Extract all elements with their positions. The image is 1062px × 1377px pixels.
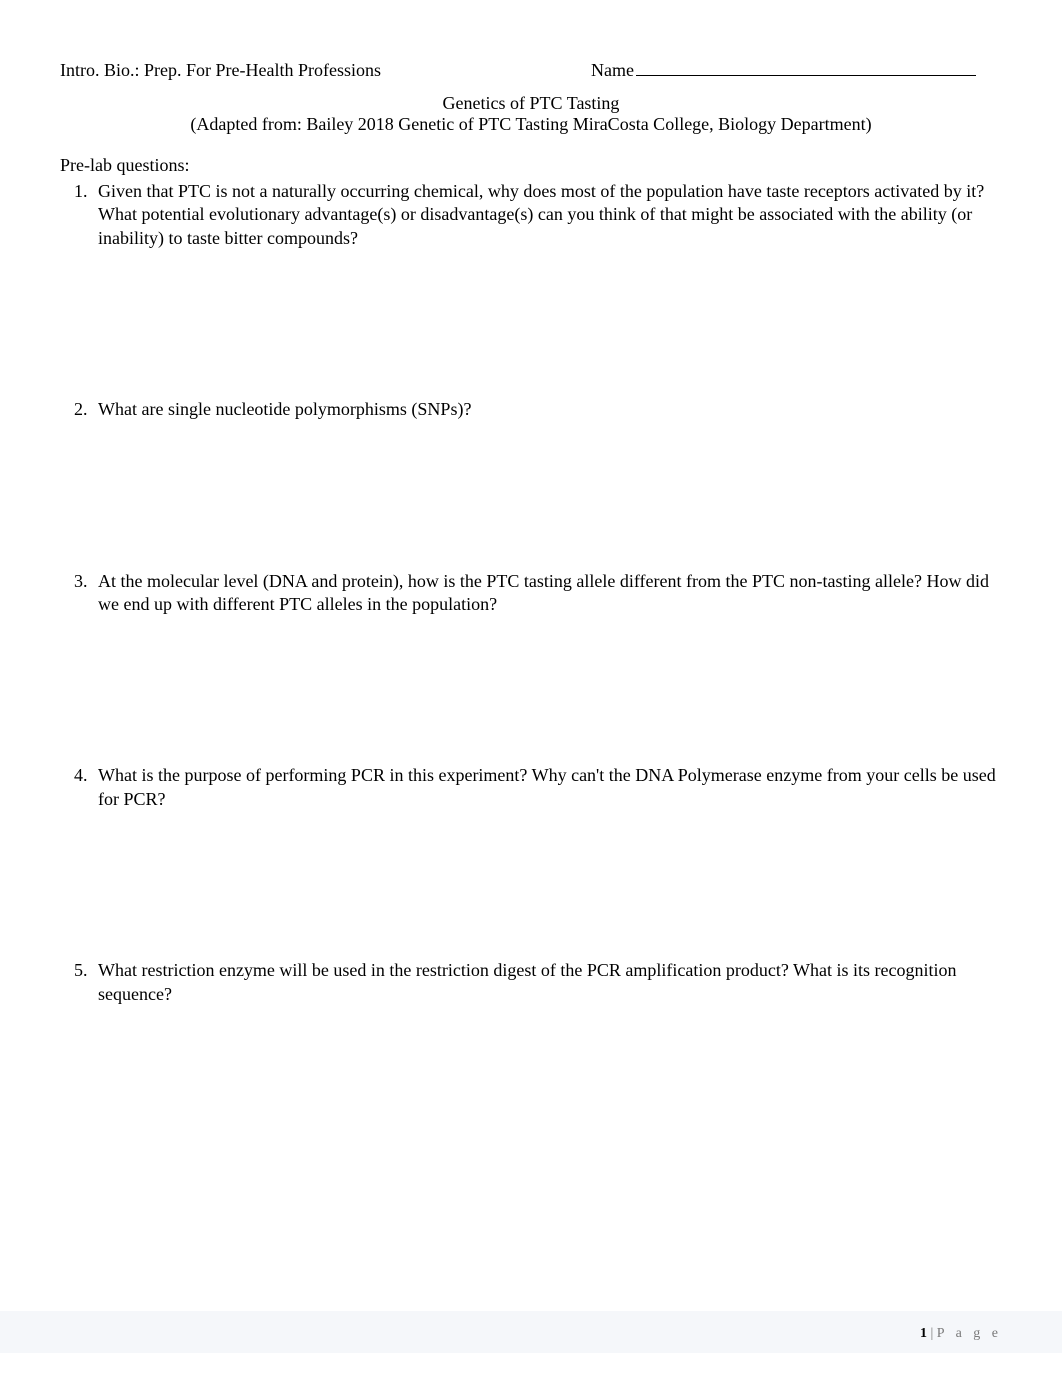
question-item: Given that PTC is not a naturally occurr… (92, 180, 1002, 250)
page-label: P a g e (937, 1326, 1002, 1341)
question-item: What are single nucleotide polymorphisms… (92, 398, 1002, 421)
document-subtitle: (Adapted from: Bailey 2018 Genetic of PT… (60, 114, 1002, 135)
page-separator: | (927, 1326, 937, 1341)
page-number: 1 (920, 1326, 927, 1341)
document-title: Genetics of PTC Tasting (60, 93, 1002, 114)
prelab-section-header: Pre-lab questions: (60, 155, 1002, 176)
document-header: Intro. Bio.: Prep. For Pre-Health Profes… (60, 60, 1002, 81)
question-item: What is the purpose of performing PCR in… (92, 764, 1002, 811)
course-title: Intro. Bio.: Prep. For Pre-Health Profes… (60, 60, 381, 81)
page-footer: 1 | P a g e (920, 1326, 1002, 1342)
question-item: What restriction enzyme will be used in … (92, 959, 1002, 1006)
question-list: Given that PTC is not a naturally occurr… (60, 180, 1002, 1006)
name-label: Name (591, 60, 634, 81)
name-blank-line (636, 75, 976, 76)
footer-background-bar (0, 1311, 1062, 1353)
question-item: At the molecular level (DNA and protein)… (92, 570, 1002, 617)
